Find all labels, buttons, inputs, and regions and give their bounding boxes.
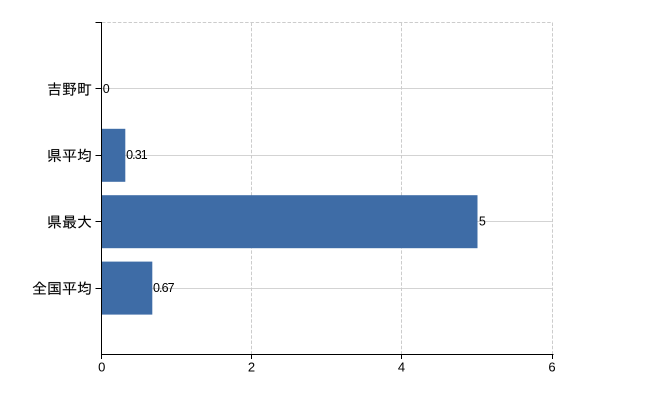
svg-text:0.67: 0.67: [153, 281, 175, 295]
svg-text:0: 0: [98, 360, 105, 375]
svg-text:5: 5: [479, 215, 486, 229]
svg-text:2: 2: [248, 360, 255, 375]
svg-text:0.31: 0.31: [126, 148, 148, 162]
svg-text:6: 6: [548, 360, 555, 375]
svg-text:4: 4: [398, 360, 405, 375]
svg-text:0: 0: [103, 82, 110, 96]
